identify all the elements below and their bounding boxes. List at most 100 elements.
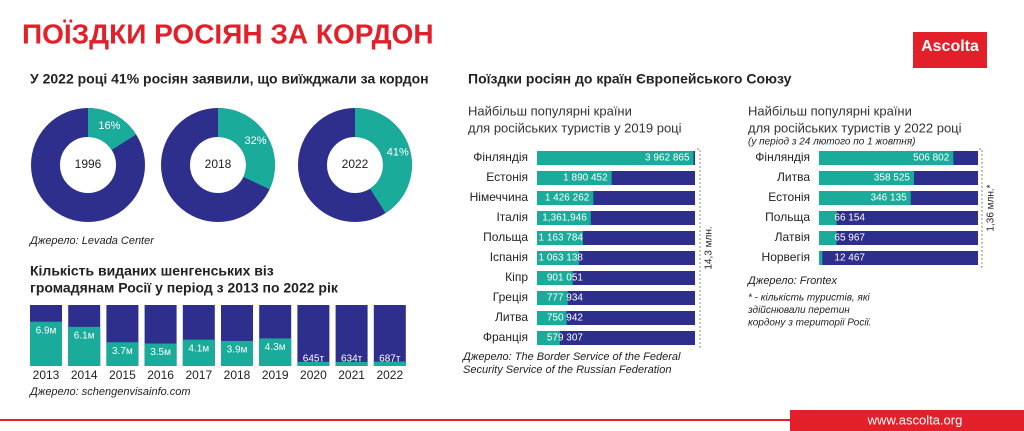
category-label: Греція bbox=[493, 290, 528, 304]
bar bbox=[537, 251, 579, 265]
value-label: 1 163 784 bbox=[539, 233, 584, 244]
chart-subtitle: (у період з 24 лютого по 1 жовтня) bbox=[748, 137, 916, 148]
note: * - кількість туристів, які bbox=[748, 293, 871, 304]
value-label: 1 890 452 bbox=[563, 173, 608, 184]
total-label: 14,3 млн. bbox=[704, 226, 715, 269]
value-label: 1,361,946 bbox=[542, 213, 587, 224]
bar bbox=[819, 251, 823, 265]
bar bbox=[537, 331, 560, 345]
category-label: Фінляндія bbox=[755, 150, 810, 164]
bar bbox=[30, 321, 62, 366]
value-label: 346 135 bbox=[871, 193, 908, 204]
footer-bar bbox=[790, 410, 1024, 431]
bar bbox=[819, 191, 911, 205]
bar-background bbox=[537, 271, 695, 285]
category-label: Литва bbox=[777, 170, 810, 184]
value-label: 358 525 bbox=[874, 173, 911, 184]
bar bbox=[537, 191, 594, 205]
bar bbox=[537, 311, 567, 325]
total-bracket bbox=[697, 148, 701, 348]
value-label: 4.3м bbox=[265, 342, 286, 353]
x-tick-label: 2013 bbox=[33, 368, 60, 382]
bar bbox=[68, 326, 101, 366]
donut-center-label: 1996 bbox=[75, 157, 102, 171]
category-label: Німеччина bbox=[470, 190, 529, 204]
category-label: Латвія bbox=[775, 230, 810, 244]
value-label: 65 967 bbox=[834, 233, 865, 244]
x-tick-label: 2021 bbox=[338, 368, 365, 382]
logo: Ascolta bbox=[921, 38, 979, 55]
donut-segment bbox=[218, 108, 275, 190]
category-label: Литва bbox=[495, 310, 528, 324]
category-label: Польща bbox=[483, 230, 528, 244]
note: кордону з території Росії. bbox=[748, 318, 872, 329]
source: Джерело: schengenvisainfo.com bbox=[28, 386, 191, 398]
x-tick-label: 2018 bbox=[224, 368, 251, 382]
category-label: Польща bbox=[765, 210, 810, 224]
bar bbox=[221, 340, 253, 366]
x-tick-label: 2014 bbox=[71, 368, 98, 382]
bar bbox=[144, 343, 177, 366]
bar-background bbox=[537, 291, 695, 305]
value-label: 634т bbox=[341, 354, 363, 365]
chart-title: Найбільш популярні країни bbox=[468, 103, 632, 118]
donut-segment bbox=[88, 108, 137, 150]
bar-background bbox=[373, 305, 406, 366]
bar bbox=[297, 361, 330, 366]
x-tick-label: 2016 bbox=[147, 368, 174, 382]
chart-title: для російських туристів у 2019 році bbox=[468, 120, 682, 135]
x-tick-label: 2015 bbox=[109, 368, 136, 382]
bar bbox=[259, 338, 292, 366]
bar bbox=[537, 211, 591, 225]
source: Security Service of the Russian Federati… bbox=[463, 364, 672, 376]
value-label: 579 307 bbox=[547, 333, 584, 344]
value-label: 1 063 138 bbox=[539, 253, 584, 264]
source: Джерело: Frontex bbox=[746, 275, 838, 287]
category-label: Естонія bbox=[486, 170, 528, 184]
value-label: 3.9м bbox=[227, 345, 248, 356]
bar-background bbox=[335, 305, 368, 366]
total-bracket bbox=[979, 148, 983, 268]
chart-title: У 2022 році 41% росіян заявили, що виїжд… bbox=[30, 71, 429, 87]
category-label: Норвегія bbox=[762, 250, 810, 264]
bar bbox=[819, 211, 837, 225]
x-tick-label: 2017 bbox=[185, 368, 212, 382]
category-label: Італія bbox=[496, 210, 528, 224]
chart-title: Найбільш популярні країни bbox=[748, 103, 912, 118]
bar-background bbox=[819, 211, 978, 225]
value-label: 3.5м bbox=[150, 347, 171, 358]
website: www.ascolta.org bbox=[867, 412, 963, 427]
source: Джерело: The Border Service of the Feder… bbox=[461, 351, 681, 363]
value-label: 3.7м bbox=[112, 346, 133, 357]
section-title: Поїздки росіян до країн Європейського Со… bbox=[468, 71, 792, 87]
value-label: 777 934 bbox=[547, 293, 584, 304]
donut-center-label: 2018 bbox=[205, 157, 232, 171]
footer-line bbox=[0, 419, 1024, 421]
value-label: 4.1м bbox=[188, 343, 209, 354]
value-label: 645т bbox=[303, 354, 325, 365]
logo-box bbox=[913, 32, 987, 68]
source: Джерело: Levada Center bbox=[28, 235, 155, 247]
value-label: 687т bbox=[379, 354, 401, 365]
value-label: 41% bbox=[387, 146, 409, 158]
bar bbox=[537, 171, 612, 185]
value-label: 3 962 865 bbox=[645, 153, 690, 164]
bar bbox=[373, 361, 406, 366]
category-label: Іспанія bbox=[490, 250, 528, 264]
bar-background bbox=[537, 331, 695, 345]
bar bbox=[182, 339, 215, 366]
value-label: 6.1м bbox=[74, 330, 95, 341]
donut-center-label: 2022 bbox=[342, 157, 369, 171]
bar bbox=[819, 151, 954, 165]
bar-background bbox=[297, 305, 330, 366]
donut-segment bbox=[355, 108, 412, 214]
bar bbox=[106, 342, 139, 366]
chart-title: Кількість виданих шенгенських віз bbox=[30, 263, 274, 279]
value-label: 12 467 bbox=[834, 253, 865, 264]
category-label: Естонія bbox=[768, 190, 810, 204]
category-label: Фінляндія bbox=[473, 150, 528, 164]
bar-background bbox=[819, 251, 978, 265]
bar bbox=[335, 361, 368, 366]
value-label: 6.9м bbox=[36, 325, 57, 336]
